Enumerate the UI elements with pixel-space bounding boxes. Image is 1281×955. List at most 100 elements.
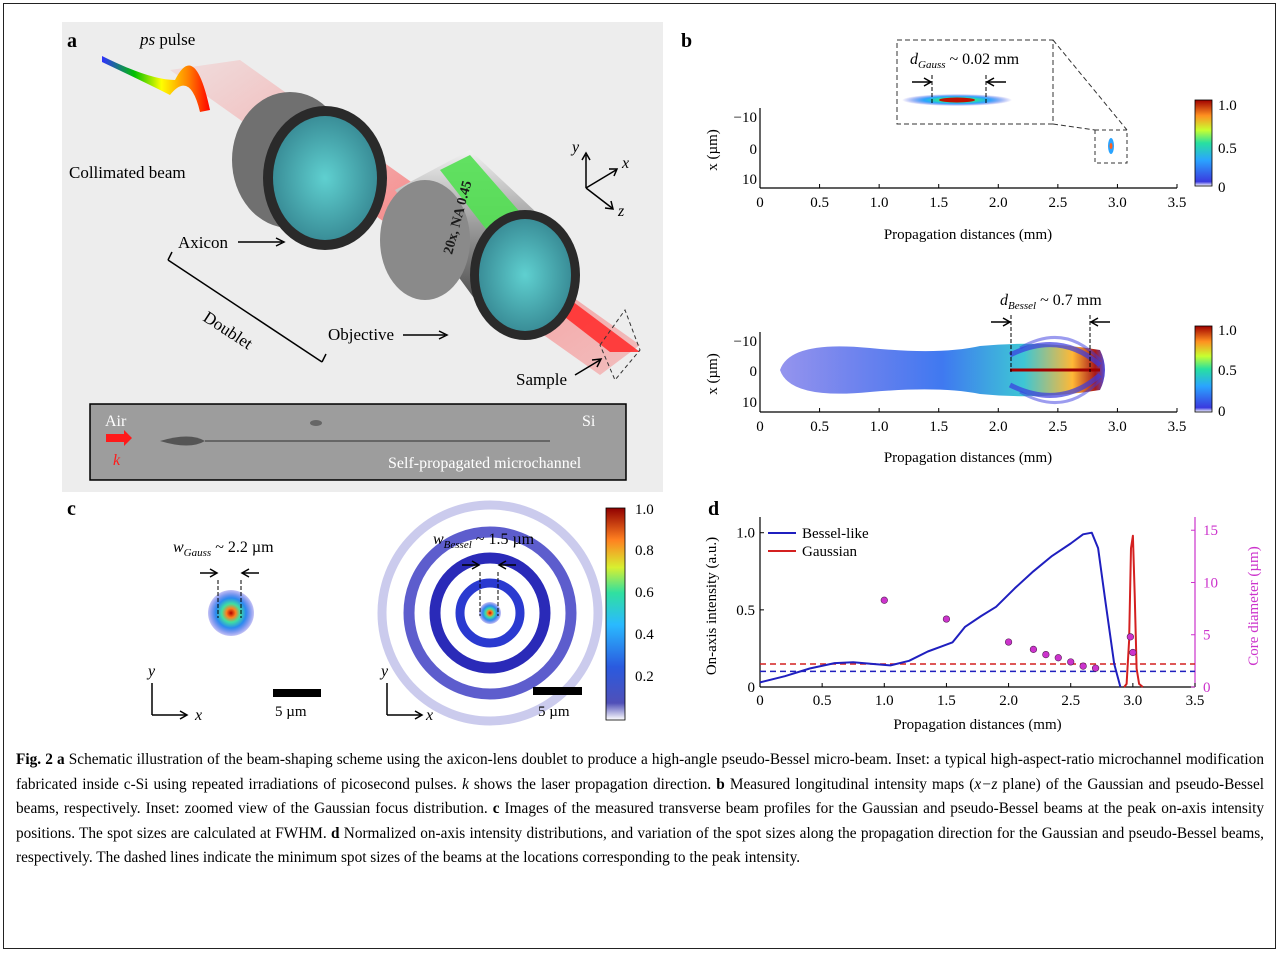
doublet-bracket [167, 251, 327, 363]
gauss-scale-label: 5 µm [275, 704, 307, 720]
panel-d-label: d [708, 498, 720, 520]
inset-caption: Self-propagated microchannel [388, 455, 582, 472]
d-xtick-label: 3.5 [1186, 693, 1205, 709]
top-colorbar-tick: 1.0 [1218, 98, 1237, 114]
panel-c-colorbar [605, 507, 626, 721]
top-ylabel: x (µm) [705, 129, 721, 171]
d-scatter-point [1126, 633, 1134, 641]
d-xtick-label: 0 [756, 693, 764, 709]
gauss-width-annotation: wGauss ~ 2.2 µm [173, 539, 274, 559]
panel-c: wGauss ~ 2.2 µm 5 µm y x wBessel ~ 1.5 µ… [146, 500, 654, 726]
bessel-intensity-map [780, 315, 1110, 405]
b-xtick-label: 2.5 [1048, 419, 1067, 435]
bottom-ytick: 0 [750, 364, 758, 380]
bottom-ytick: −10 [734, 334, 757, 350]
bessel-length-annotation: dBessel ~ 0.7 mm [1000, 292, 1102, 312]
sample-label: Sample [516, 370, 567, 389]
b-xtick-label: 3.0 [1108, 195, 1127, 211]
d-series-line-0 [759, 531, 1122, 688]
top-colorbar-tick: 0 [1218, 180, 1226, 196]
figure-frame [3, 3, 1276, 949]
caption-d-text: Normalized on-axis intensity distributio… [16, 824, 1265, 867]
bessel-scale-bar [533, 687, 582, 695]
bottom-ylabel: x (µm) [705, 353, 721, 395]
caption-c-label: c [492, 800, 500, 817]
bessel-axes-icon [386, 683, 424, 720]
bottom-colorbar-tick: 1.0 [1218, 323, 1237, 339]
d-scatter-point [1129, 648, 1137, 657]
caption-b-text-1: Measured longitudinal intensity maps ( [729, 775, 975, 793]
gauss-intensity-map [896, 39, 1128, 164]
ps-pulse-label: ps pulse [140, 30, 196, 49]
caption-fig-label: Fig. 2 [16, 751, 53, 768]
d-legend-label: Gaussian [802, 544, 857, 560]
coordinate-axes [581, 151, 619, 210]
d-xtick-label: 1.0 [875, 693, 894, 709]
caption-k-symbol: k [462, 775, 469, 793]
panel-a: 20x, NA 0.45 y x z Collimated beam Axico… [62, 22, 663, 492]
axicon-label: Axicon [178, 233, 229, 252]
gauss-axes-icon [151, 683, 189, 720]
d-xtick-label: 0.5 [813, 693, 832, 709]
top-colorbar [1194, 99, 1213, 187]
d-xtick-label: 1.5 [937, 693, 956, 709]
d-scatter-point [880, 596, 888, 604]
d-ytick-label: 0 [748, 680, 756, 696]
bottom-colorbar-tick: 0.5 [1218, 363, 1237, 379]
gauss-axis-x: x [194, 707, 202, 724]
b-xtick-label: 3.5 [1168, 195, 1187, 211]
b-xtick-label: 1.0 [870, 195, 889, 211]
caption-b-label: b [716, 775, 725, 793]
d-y2tick-label: 5 [1203, 628, 1211, 644]
b-xtick-label: 3.5 [1168, 419, 1187, 435]
bessel-spot-image [377, 500, 603, 726]
d-scatter-point [1004, 638, 1013, 646]
b-xtick-label: 0 [756, 195, 764, 211]
d-scatter-point [1079, 662, 1087, 670]
axis-y-label: y [570, 139, 580, 156]
caption-k-text: shows the laser propagation direction. [473, 775, 712, 793]
b-xtick-label: 0 [756, 419, 764, 435]
objective-lens: 20x, NA 0.45 [380, 150, 580, 340]
sample-arrow [574, 358, 603, 376]
d-xtick-label: 3.0 [1123, 693, 1142, 709]
microchannel-inset [89, 403, 627, 481]
b-xtick-label: 1.0 [870, 419, 889, 435]
b-xtick-label: 1.5 [929, 195, 948, 211]
axicon-lens [232, 92, 387, 250]
bottom-ytick: 10 [742, 395, 757, 411]
gauss-axis-y: y [146, 663, 156, 680]
objective-arrow [403, 330, 449, 340]
d-ytick-label: 1.0 [736, 526, 755, 542]
bessel-scale-label: 5 µm [538, 704, 570, 720]
b-xtick-label: 0.5 [810, 195, 829, 211]
d-series-line-1 [1123, 534, 1144, 688]
d-xlabel: Propagation distances (mm) [893, 717, 1061, 733]
inset-k-label: k [113, 452, 121, 469]
bessel-axis-x: x [425, 707, 433, 724]
panel-c-colorbar-tick: 0.4 [635, 627, 654, 643]
top-ytick: −10 [734, 110, 757, 126]
d-legend-label: Bessel-like [802, 526, 869, 542]
panel-d-chart: 0 0.5 1.0 1.5 2.0 2.5 3.0 3.500.51.0051015Propa… [704, 517, 1262, 733]
b-xtick-label: 0.5 [810, 419, 829, 435]
panel-c-colorbar-tick: 0.2 [635, 669, 654, 685]
pulse-icon [102, 56, 210, 112]
gauss-spot-image [200, 568, 259, 636]
objective-label: Objective [328, 325, 394, 344]
top-ytick: 0 [750, 142, 758, 158]
top-axes [759, 108, 1177, 189]
panel-b-label: b [681, 30, 693, 52]
d-y2tick-label: 10 [1203, 575, 1218, 591]
top-xlabel: Propagation distances (mm) [884, 227, 1052, 243]
b-xtick-label: 3.0 [1108, 419, 1127, 435]
bottom-colorbar-tick: 0 [1218, 404, 1226, 420]
d-y2label: Core diameter (µm) [1246, 546, 1262, 665]
b-xtick-label: 1.5 [929, 419, 948, 435]
caption-xz-symbol: x−z [974, 775, 998, 793]
panel-c-colorbar-tick: 0.8 [635, 543, 654, 559]
axis-z-label: z [617, 203, 625, 220]
bottom-axes [759, 332, 1177, 413]
gauss-scale-bar [273, 689, 321, 697]
d-xtick-label: 2.0 [999, 693, 1018, 709]
